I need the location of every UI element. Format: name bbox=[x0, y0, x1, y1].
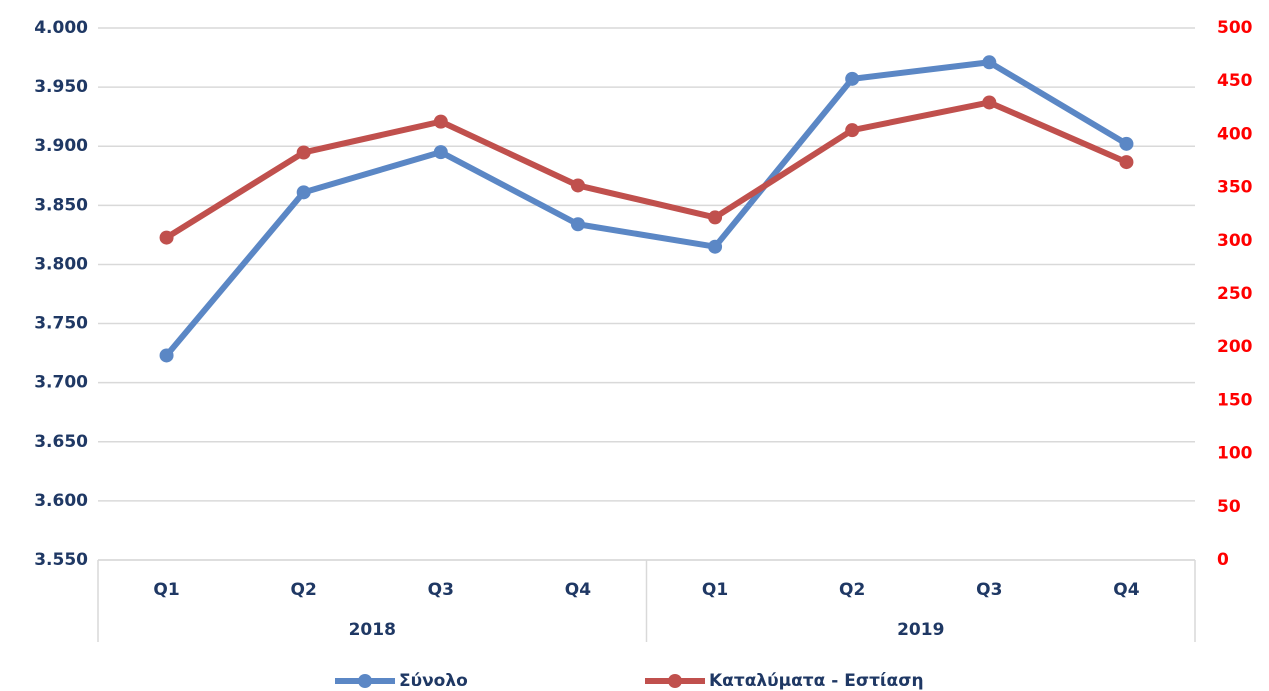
data-point bbox=[296, 185, 311, 200]
legend-marker bbox=[668, 674, 682, 688]
y2-tick-label: 450 bbox=[1217, 71, 1253, 91]
y2-tick-label: 150 bbox=[1217, 390, 1253, 410]
y2-tick-label: 100 bbox=[1217, 444, 1253, 464]
data-point bbox=[708, 239, 723, 254]
data-point bbox=[1119, 136, 1134, 151]
data-point bbox=[708, 210, 723, 225]
data-point bbox=[433, 114, 448, 129]
y2-tick-label: 300 bbox=[1217, 231, 1253, 251]
y2-tick-label: 0 bbox=[1217, 550, 1229, 570]
y2-tick-label: 400 bbox=[1217, 124, 1253, 144]
legend-marker bbox=[358, 674, 372, 688]
series-line bbox=[164, 59, 1128, 358]
data-point bbox=[982, 95, 997, 110]
data-point bbox=[570, 217, 585, 232]
data-point bbox=[845, 123, 860, 138]
y-tick-label: 3.700 bbox=[34, 373, 88, 393]
data-point bbox=[570, 178, 585, 193]
y2-tick-label: 50 bbox=[1217, 497, 1241, 517]
x-tick-label: Q3 bbox=[428, 580, 454, 600]
legend-label: Καταλύματα - Εστίαση bbox=[709, 671, 924, 691]
x-tick-label: Q4 bbox=[565, 580, 591, 600]
data-point bbox=[296, 145, 311, 160]
y2-tick-label: 250 bbox=[1217, 284, 1253, 304]
data-point bbox=[845, 71, 860, 86]
y-tick-label: 4.000 bbox=[34, 18, 88, 38]
y-tick-label: 3.650 bbox=[34, 432, 88, 452]
y-tick-label: 3.600 bbox=[34, 491, 88, 511]
y-tick-label: 3.850 bbox=[34, 195, 88, 215]
y-tick-label: 3.550 bbox=[34, 550, 88, 570]
x-tick-label: Q2 bbox=[291, 580, 317, 600]
y-tick-label: 3.800 bbox=[34, 254, 88, 274]
data-point bbox=[159, 230, 174, 245]
y-tick-label: 3.900 bbox=[34, 136, 88, 156]
y-tick-label: 3.950 bbox=[34, 77, 88, 97]
x-tick-label: Q1 bbox=[153, 580, 179, 600]
legend-label: Σύνολο bbox=[399, 671, 468, 691]
y2-tick-label: 200 bbox=[1217, 337, 1253, 357]
data-point bbox=[433, 145, 448, 160]
y2-tick-label: 500 bbox=[1217, 18, 1253, 38]
group-label: 2019 bbox=[897, 620, 944, 640]
y-tick-label: 3.750 bbox=[34, 314, 88, 334]
x-tick-label: Q1 bbox=[702, 580, 728, 600]
data-point bbox=[1119, 155, 1134, 170]
x-tick-label: Q2 bbox=[839, 580, 865, 600]
x-tick-label: Q3 bbox=[976, 580, 1002, 600]
x-tick-label: Q4 bbox=[1113, 580, 1139, 600]
data-point bbox=[982, 55, 997, 70]
series-line bbox=[164, 99, 1128, 241]
y2-tick-label: 350 bbox=[1217, 178, 1253, 198]
group-label: 2018 bbox=[349, 620, 396, 640]
data-point bbox=[159, 348, 174, 363]
